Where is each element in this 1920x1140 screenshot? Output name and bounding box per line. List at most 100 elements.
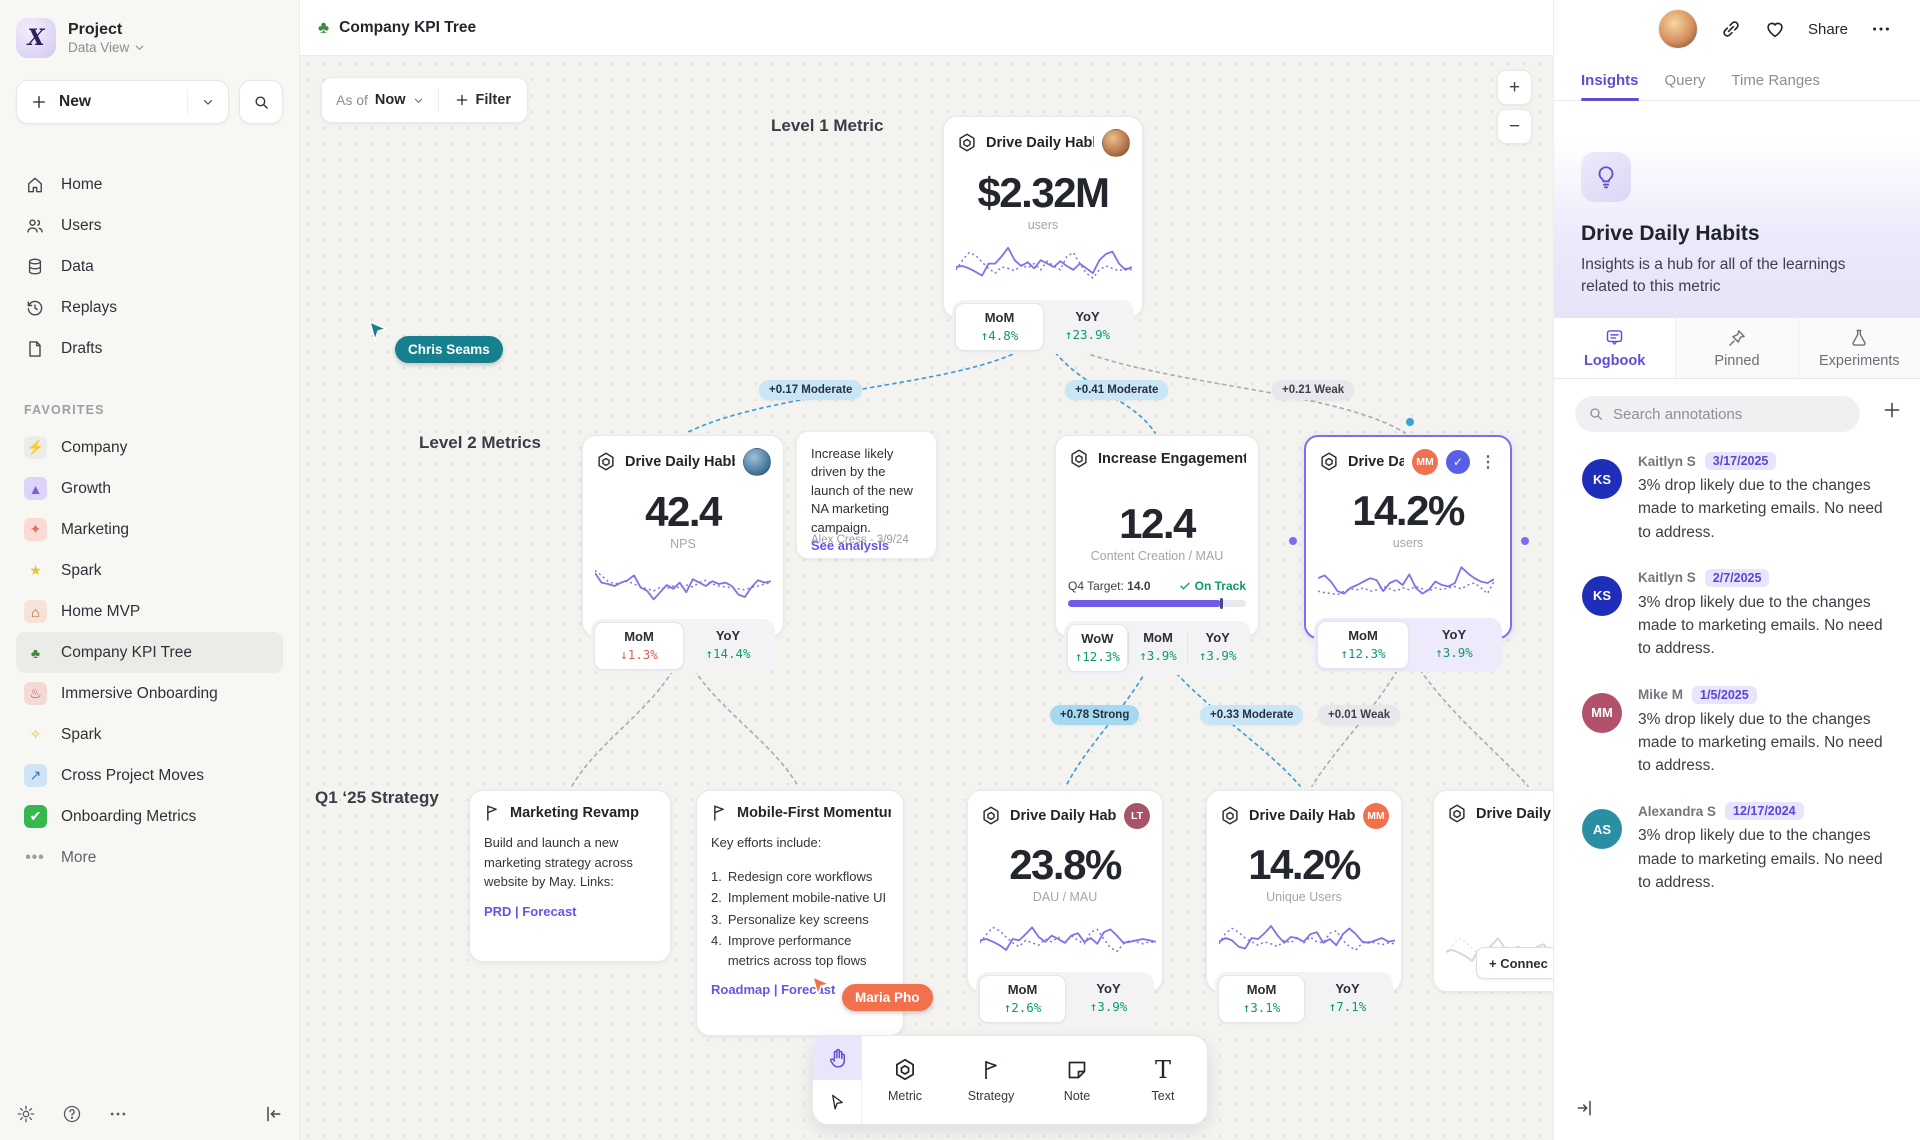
text-icon: T [1155, 1057, 1171, 1083]
sidebar-item-company-kpi-tree[interactable]: ♣ Company KPI Tree [16, 632, 283, 673]
stat-mom[interactable]: MoM ↑4.8% [955, 303, 1044, 351]
panel-tab-time-ranges[interactable]: Time Ranges [1731, 71, 1821, 89]
sidebar-item-more[interactable]: ••• More [16, 837, 283, 878]
metric-card-engagement[interactable]: Increase Engagement 12.4 Content Creation … [1055, 435, 1259, 675]
card-title: Drive Daily Habbits [625, 454, 735, 470]
tool-strategy[interactable]: Strategy [948, 1036, 1034, 1124]
sidebar-item-spark[interactable]: ★ Spark [16, 550, 283, 591]
card-menu-icon[interactable]: ⋮ [1480, 454, 1496, 471]
stat-yoy[interactable]: YoY ↑7.1% [1328, 981, 1367, 1014]
verified-check-icon: ✓ [1446, 450, 1470, 474]
selection-handle-right[interactable] [1521, 537, 1529, 545]
subtab-logbook[interactable]: Logbook [1554, 318, 1676, 378]
new-button[interactable]: New [16, 80, 229, 124]
project-switcher[interactable]: X Project Data View [16, 18, 283, 58]
stat-yoy[interactable]: YoY ↑3.9% [1089, 981, 1128, 1014]
expand-panel-icon[interactable] [1575, 1098, 1595, 1118]
canvas-note[interactable]: Increase likely driven by the launch of … [796, 431, 937, 559]
sidebar-item-onboarding-metrics[interactable]: ✔ Onboarding Metrics [16, 796, 283, 837]
annotation-item[interactable]: KS Kaitlyn S 2/7/2025 3% drop likely due to… [1554, 568, 1920, 661]
sidebar-item-immersive-onboarding[interactable]: ♨ Immersive Onboarding [16, 673, 283, 714]
stat-mom[interactable]: MoM ↑3.1% [1218, 975, 1305, 1023]
more-options-icon[interactable] [1870, 18, 1892, 40]
new-dropdown-caret[interactable] [187, 90, 228, 114]
search-icon [254, 95, 268, 109]
tool-metric[interactable]: Metric [862, 1036, 948, 1124]
strategy-items: 1. Redesign core workflows 2. Implement mob… [711, 868, 887, 968]
subtab-experiments[interactable]: Experiments [1797, 318, 1920, 378]
connect-button[interactable]: + Connec [1476, 947, 1553, 979]
sidebar-item-spark[interactable]: ✧ Spark [16, 714, 283, 755]
asof-dropdown[interactable]: As of Now [322, 92, 438, 108]
sidebar-item-replays[interactable]: Replays [16, 287, 283, 328]
annotation-date: 1/5/2025 [1692, 685, 1757, 704]
document-icon [24, 339, 46, 359]
stat-mom[interactable]: MoM ↑12.3% [1317, 621, 1409, 669]
user-avatar[interactable] [1658, 9, 1698, 49]
strategy-links[interactable]: Roadmap | Forecast [711, 982, 836, 997]
sidebar-item-home[interactable]: Home [16, 164, 283, 205]
settings-gear-icon[interactable] [16, 1104, 36, 1124]
favorite-heart-icon[interactable] [1764, 18, 1786, 40]
house-icon: ⌂ [24, 600, 47, 623]
strategy-links[interactable]: PRD | Forecast [484, 903, 577, 919]
stat-yoy[interactable]: YoY ↑14.4% [705, 628, 751, 661]
hand-tool-button[interactable] [813, 1036, 861, 1080]
metric-unit: Unique Users [1266, 890, 1342, 904]
stat-wow[interactable]: WoW ↑12.3% [1067, 624, 1128, 672]
copy-link-icon[interactable] [1720, 18, 1742, 40]
annotation-search-input[interactable]: Search annotations [1575, 396, 1860, 432]
kpi-tree-canvas[interactable]: As of Now Filter + − Level 1 Metric Leve… [300, 56, 1553, 1140]
select-tool-button[interactable] [813, 1080, 861, 1124]
metric-card-level1[interactable]: Drive Daily Habbits $2.32M users MoM↑4.8% Yo… [943, 116, 1143, 354]
stat-yoy[interactable]: YoY ↑3.9% [1435, 627, 1473, 660]
stat-yoy[interactable]: YoY ↑3.9% [1198, 630, 1237, 663]
stat-mom[interactable]: MoM ↑3.9% [1139, 630, 1177, 663]
collaborator-cursor-chris [368, 321, 389, 343]
owner-badge: MM [1412, 449, 1438, 475]
sidebar-search-button[interactable] [239, 80, 283, 124]
sidebar-more-actions-icon[interactable] [108, 1104, 128, 1124]
card-title: Drive Daily Hab [1476, 806, 1553, 822]
sidebar-item-home-mvp[interactable]: ⌂ Home MVP [16, 591, 283, 632]
note-see-analysis-link[interactable]: See analysis [811, 538, 890, 554]
sidebar-item-growth[interactable]: ▲ Growth [16, 468, 283, 509]
tool-label: Text [1151, 1089, 1175, 1103]
filter-button[interactable]: Filter [439, 92, 527, 108]
sidebar-item-marketing[interactable]: ✦ Marketing [16, 509, 283, 550]
panel-tab-query[interactable]: Query [1664, 71, 1706, 89]
help-icon[interactable] [62, 1104, 82, 1124]
stat-yoy[interactable]: YoY ↑23.9% [1064, 309, 1111, 342]
sidebar-item-data[interactable]: Data [16, 246, 283, 287]
card-stats: WoW ↑12.3% MoM ↑3.9% YoY ↑3.9% [1064, 621, 1250, 675]
tool-text[interactable]: T Text [1120, 1036, 1206, 1124]
strategy-card-marketing-revamp[interactable]: Marketing Revamp Build and launch a new m… [469, 790, 671, 962]
panel-tab-insights[interactable]: Insights [1581, 60, 1639, 101]
add-annotation-button[interactable] [1882, 400, 1902, 420]
stat-mom[interactable]: MoM ↓1.3% [594, 622, 684, 670]
metric-card-selected[interactable]: Drive Daily Habb.. MM ✓ ⋮ 14.2% users MoM↑12.3… [1304, 435, 1512, 672]
zoom-in-button[interactable]: + [1497, 70, 1532, 105]
annotation-item[interactable]: AS Alexandra S 12/17/2024 3% drop likely du… [1554, 802, 1920, 894]
users-icon [24, 216, 46, 236]
sidebar-item-drafts[interactable]: Drafts [16, 328, 283, 369]
metric-card-nps[interactable]: Drive Daily Habbits 42.4 NPS MoM↓1.3% YoY↑14… [582, 435, 784, 673]
annotation-item[interactable]: KS Kaitlyn S 3/17/2025 3% drop likely due t… [1554, 452, 1920, 544]
tool-note[interactable]: Note [1034, 1036, 1120, 1124]
subtab-pinned[interactable]: Pinned [1675, 318, 1798, 378]
share-button[interactable]: Share [1808, 20, 1849, 38]
favorite-label: Growth [61, 479, 111, 497]
collapse-sidebar-icon[interactable] [263, 1104, 283, 1124]
cursor-arrow-icon [831, 1094, 843, 1110]
sidebar-item-users[interactable]: Users [16, 205, 283, 246]
sidebar-item-cross-project-moves[interactable]: ↗ Cross Project Moves [16, 755, 283, 796]
logbook-icon [1604, 327, 1625, 348]
annotation-item[interactable]: MM Mike M 1/5/2025 3% drop likely due to th… [1554, 685, 1920, 778]
stat-mom[interactable]: MoM ↑2.6% [979, 975, 1066, 1023]
sidebar-item-company[interactable]: ⚡ Company [16, 427, 283, 468]
zoom-out-button[interactable]: − [1497, 109, 1532, 144]
selection-handle-left[interactable] [1289, 537, 1297, 545]
strategy-flag-icon [709, 803, 729, 823]
